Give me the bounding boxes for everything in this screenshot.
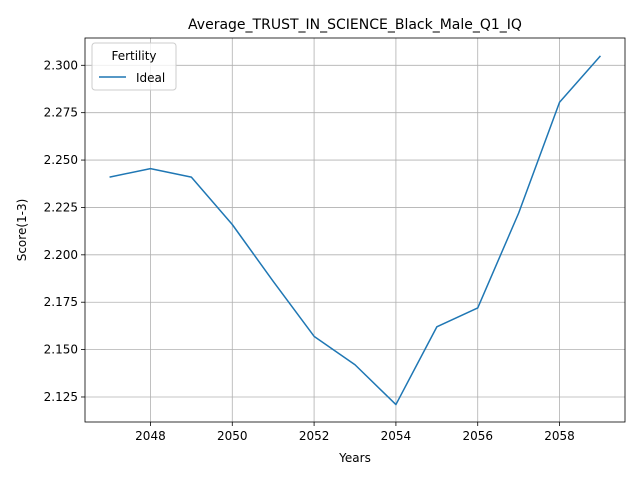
grid-lines bbox=[85, 38, 625, 422]
y-tick-label: 2.200 bbox=[44, 248, 78, 262]
plot-frame bbox=[84, 37, 626, 423]
legend-label-ideal: Ideal bbox=[136, 71, 165, 85]
legend-title: Fertility bbox=[111, 49, 156, 63]
y-tick-label: 2.125 bbox=[44, 390, 78, 404]
legend-box bbox=[91, 42, 177, 91]
axis-ticks: 2048 2050 2052 2054 2056 2058 2.125 2.150 2.175 2… bbox=[44, 58, 575, 443]
y-axis-label: Score(1-3) bbox=[15, 199, 29, 262]
y-tick-label: 2.275 bbox=[44, 106, 78, 120]
chart-title: Average_TRUST_IN_SCIENCE_Black_Male_Q1_I… bbox=[188, 17, 522, 33]
y-tick-label: 2.150 bbox=[44, 343, 78, 357]
x-tick-label: 2052 bbox=[299, 429, 330, 443]
y-tick-label: 2.225 bbox=[44, 200, 78, 214]
x-tick-label: 2048 bbox=[135, 429, 166, 443]
x-tick-label: 2054 bbox=[381, 429, 412, 443]
x-tick-label: 2058 bbox=[544, 429, 575, 443]
x-tick-label: 2056 bbox=[462, 429, 493, 443]
y-tick-label: 2.300 bbox=[44, 58, 78, 72]
x-tick-label: 2050 bbox=[217, 429, 248, 443]
series-lines bbox=[109, 55, 602, 406]
x-axis-label: Years bbox=[338, 451, 371, 465]
y-tick-label: 2.175 bbox=[44, 295, 78, 309]
series-line-ideal bbox=[109, 55, 602, 406]
y-tick-label: 2.250 bbox=[44, 153, 78, 167]
legend: Fertility Ideal bbox=[91, 42, 177, 91]
